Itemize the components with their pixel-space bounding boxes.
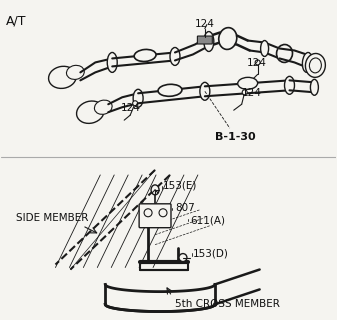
FancyBboxPatch shape — [139, 204, 171, 228]
Ellipse shape — [49, 66, 76, 88]
Ellipse shape — [133, 89, 143, 107]
Text: 124: 124 — [195, 19, 215, 28]
Ellipse shape — [204, 32, 214, 52]
Ellipse shape — [66, 65, 84, 79]
Text: 5th CROSS MEMBER: 5th CROSS MEMBER — [175, 300, 280, 309]
Ellipse shape — [144, 209, 152, 217]
Text: B-1-30: B-1-30 — [215, 132, 255, 142]
Text: 124: 124 — [242, 88, 262, 98]
Ellipse shape — [305, 53, 325, 77]
Ellipse shape — [159, 209, 167, 217]
Ellipse shape — [200, 82, 210, 100]
Ellipse shape — [179, 253, 187, 261]
Text: 153(D): 153(D) — [193, 249, 229, 259]
Ellipse shape — [310, 79, 318, 95]
Ellipse shape — [242, 90, 247, 95]
Text: 124: 124 — [247, 59, 267, 68]
Ellipse shape — [170, 47, 180, 65]
Text: 611(A): 611(A) — [190, 216, 225, 226]
Text: A/T: A/T — [6, 15, 26, 28]
Ellipse shape — [309, 58, 321, 73]
Ellipse shape — [134, 49, 156, 61]
Ellipse shape — [151, 185, 159, 195]
Ellipse shape — [107, 52, 117, 72]
FancyBboxPatch shape — [197, 36, 212, 44]
Ellipse shape — [76, 101, 104, 124]
Ellipse shape — [94, 100, 112, 114]
Text: SIDE MEMBER: SIDE MEMBER — [16, 213, 88, 223]
Ellipse shape — [277, 44, 293, 62]
Ellipse shape — [302, 52, 312, 72]
Text: 807: 807 — [175, 203, 195, 213]
Text: 153(E): 153(E) — [163, 181, 197, 191]
Ellipse shape — [284, 76, 295, 94]
Ellipse shape — [219, 28, 237, 49]
Ellipse shape — [158, 84, 182, 96]
Ellipse shape — [261, 41, 269, 56]
Ellipse shape — [238, 77, 257, 89]
Text: 124: 124 — [121, 103, 141, 113]
Ellipse shape — [133, 101, 137, 106]
Ellipse shape — [255, 60, 260, 65]
